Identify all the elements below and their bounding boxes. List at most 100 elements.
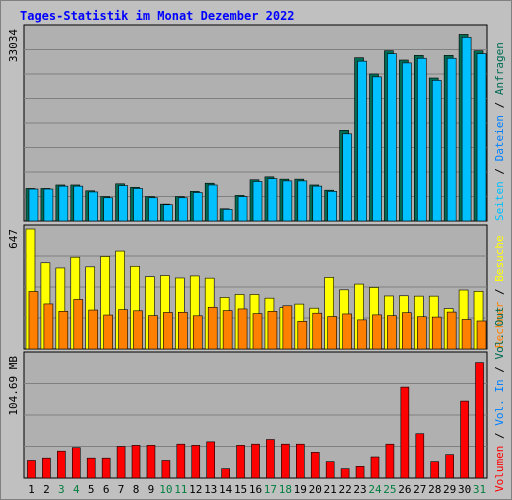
bar-volume [71,447,81,479]
bar-files [237,196,248,222]
legend-panel-2: Volumen / Vol. In / Vol. Out [493,307,506,492]
bar-sites [387,315,397,350]
bar-volume [400,386,410,479]
bar-files [342,133,352,222]
x-tick-label: 13 [204,483,217,496]
bar-files [372,76,382,222]
x-tick-label: 1 [28,483,35,496]
bar-sites [178,311,188,350]
x-tick-label: 21 [324,483,337,496]
bar-volume [325,461,335,479]
bar-files [282,180,293,222]
bar-sites [342,313,352,350]
x-tick-label: 3 [58,483,65,496]
legend-panel-0: Seiten / Dateien / Anfragen [493,42,506,221]
bar-volume [475,362,484,479]
bar-volume [236,445,245,479]
bar-sites [312,312,323,350]
bar-sites [357,319,367,350]
bar-volume [370,456,380,479]
bar-volume [385,443,395,479]
bar-volume [57,450,66,479]
bar-volume [86,457,96,479]
legend-entry: Vol. Out [493,307,506,360]
bar-volume [445,454,454,479]
bar-volume [415,433,425,479]
bar-sites [372,314,382,350]
x-tick-label: 4 [73,483,80,496]
bar-sites [282,305,293,350]
bar-volume [221,468,230,479]
legend-entry: Anfragen [493,42,506,95]
legend-panel-1: Rechner / Besuche [493,235,506,348]
bar-files [312,185,323,222]
bar-volume [355,466,365,479]
bar-files [118,185,128,222]
bar-files [28,188,39,222]
bar-files [267,178,278,222]
bar-files [252,181,263,222]
bar-sites [476,320,487,350]
y-max-label-volume: 104.69 MB [7,356,20,416]
bar-volume [161,460,171,479]
bar-volume [251,443,260,479]
bar-sites [252,313,263,350]
bar-volume [460,400,469,479]
y-max-label-visits: 647 [7,229,20,249]
bar-files [178,197,188,222]
bar-files [431,80,442,222]
x-tick-label: 26 [398,483,411,496]
bar-sites [297,321,308,350]
x-tick-label: 22 [338,483,351,496]
bar-files [476,53,487,222]
x-tick-label: 23 [353,483,366,496]
legend-entry: Vol. In [493,379,506,425]
x-tick-label: 7 [118,483,125,496]
bar-sites [88,309,99,350]
legend-separator: / [493,95,506,115]
bar-files [327,191,337,222]
legend-entry: Volumen [493,446,506,492]
x-tick-label: 5 [88,483,95,496]
bar-files [73,185,84,222]
bar-files [297,180,308,222]
x-tick-label: 18 [279,483,292,496]
bar-files [357,60,367,222]
bar-sites [103,314,113,350]
x-tick-label: 14 [219,483,233,496]
bar-sites [222,310,233,350]
x-tick-label: 6 [103,483,110,496]
y-max-label-requests: 33034 [7,29,20,62]
bar-sites [267,311,278,350]
bar-files [222,209,233,222]
bar-sites [43,303,54,350]
bar-volume [146,445,156,479]
x-tick-label: 19 [294,483,307,496]
bar-files [148,197,158,222]
bar-volume [310,452,320,479]
bar-files [461,37,472,222]
bar-sites [148,315,158,350]
bar-files [192,192,203,222]
bar-volume [176,443,186,479]
x-tick-label: 12 [189,483,202,496]
bar-volume [42,457,51,479]
bar-sites [207,306,218,350]
bar-files [133,188,143,222]
x-tick-label: 28 [428,483,441,496]
x-tick-label: 20 [309,483,322,496]
bar-volume [191,445,201,479]
legend-entry: Rechner [493,301,506,348]
bar-sites [192,315,203,350]
bar-sites [431,316,442,350]
legend-separator: / [493,282,506,302]
bar-sites [28,291,39,350]
x-tick-label: 25 [383,483,396,496]
legend-separator: / [493,161,506,181]
bar-volume [266,439,275,479]
bar-sites [73,299,84,350]
bar-volume [101,457,111,479]
x-tick-label: 30 [458,483,471,496]
bar-sites [327,316,337,350]
